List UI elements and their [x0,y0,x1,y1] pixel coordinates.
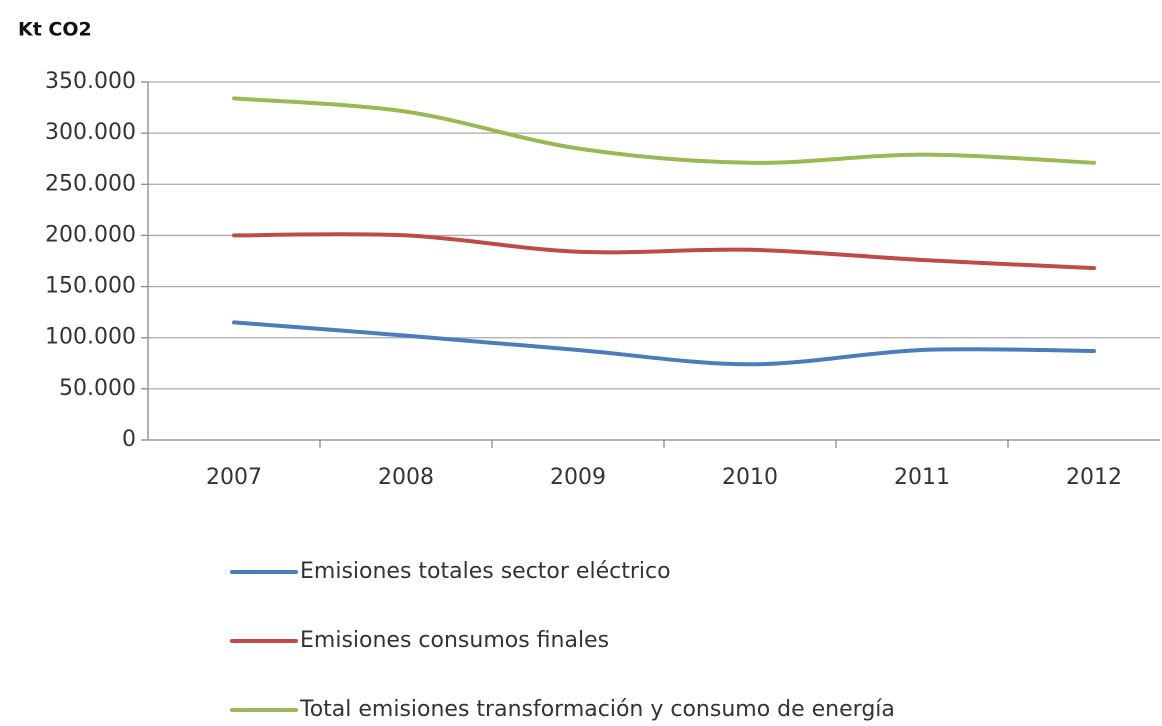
series-line [232,96,1096,165]
y-tick-label: 100.000 [45,325,136,350]
legend-label: Emisiones totales sector eléctrico [300,559,671,584]
legend-label: Emisiones consumos finales [300,628,609,653]
x-tick-label: 2011 [894,465,950,490]
x-tick-label: 2010 [722,465,778,490]
x-tick-label: 2008 [378,465,434,490]
legend-label: Total emisiones transformación y consumo… [299,697,895,722]
x-tick-label: 2007 [206,465,262,490]
y-tick-label: 50.000 [59,376,136,401]
x-tick-label: 2012 [1066,465,1122,490]
y-tick-label: 200.000 [45,222,136,247]
y-tick-label: 300.000 [45,120,136,145]
y-tick-label: 150.000 [45,274,136,299]
y-tick-label: 350.000 [45,69,136,94]
series-line [232,232,1096,271]
y-tick-label: 250.000 [45,171,136,196]
series-line [232,320,1096,367]
y-axis-title: Kt CO2 [18,19,92,41]
y-tick-label: 0 [122,427,136,452]
x-tick-label: 2009 [550,465,606,490]
